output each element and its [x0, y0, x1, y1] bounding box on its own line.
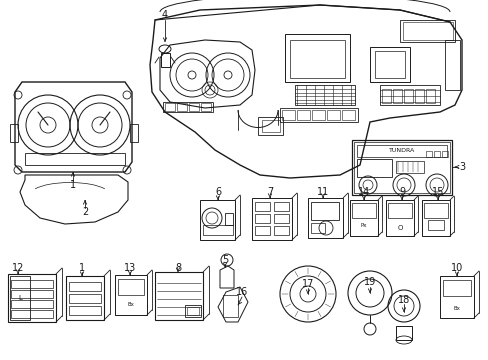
Text: 16: 16: [235, 287, 247, 297]
Bar: [433, 151, 439, 157]
Bar: [11, 290, 53, 298]
Text: 6: 6: [215, 187, 221, 197]
Bar: [189, 103, 199, 111]
Bar: [379, 85, 439, 105]
Text: 5: 5: [222, 255, 228, 265]
Text: 13: 13: [123, 263, 136, 273]
Bar: [201, 103, 210, 111]
Text: Bx: Bx: [127, 302, 134, 307]
Text: 4: 4: [162, 10, 168, 20]
Bar: [369, 47, 409, 82]
Bar: [273, 214, 288, 223]
Bar: [163, 102, 213, 112]
Bar: [341, 110, 354, 120]
Bar: [427, 220, 443, 230]
Bar: [356, 145, 446, 157]
Bar: [310, 223, 325, 233]
Text: 1: 1: [70, 180, 76, 190]
Bar: [273, 202, 288, 211]
Bar: [326, 110, 339, 120]
Bar: [311, 110, 325, 120]
Bar: [161, 53, 170, 67]
Bar: [186, 307, 199, 315]
Bar: [10, 276, 30, 320]
Bar: [203, 225, 232, 235]
Bar: [10, 124, 18, 142]
Text: 3: 3: [458, 162, 464, 172]
Text: 19: 19: [363, 277, 375, 287]
Bar: [395, 161, 423, 173]
Text: 2: 2: [81, 207, 88, 217]
Bar: [280, 108, 357, 122]
Bar: [294, 85, 354, 105]
Bar: [402, 22, 452, 40]
Bar: [296, 110, 309, 120]
Text: 8: 8: [175, 263, 181, 273]
Bar: [423, 203, 447, 218]
Text: 11: 11: [316, 187, 328, 197]
Bar: [224, 213, 232, 225]
Bar: [69, 306, 101, 315]
Bar: [282, 110, 294, 120]
Bar: [11, 310, 53, 318]
Bar: [118, 279, 143, 295]
Bar: [164, 103, 175, 111]
Bar: [184, 305, 201, 317]
Bar: [414, 89, 423, 103]
Bar: [395, 326, 411, 340]
Text: 12: 12: [12, 263, 24, 273]
Bar: [403, 89, 412, 103]
Text: Px: Px: [360, 224, 366, 229]
Text: 7: 7: [266, 187, 273, 197]
Bar: [258, 117, 283, 135]
Bar: [351, 140, 451, 195]
Bar: [425, 151, 431, 157]
Bar: [442, 280, 470, 296]
Bar: [69, 282, 101, 291]
Bar: [262, 120, 280, 132]
Text: 15: 15: [431, 187, 443, 197]
Bar: [11, 280, 53, 288]
Text: L: L: [18, 295, 22, 301]
Bar: [381, 89, 390, 103]
Bar: [285, 34, 349, 82]
Bar: [289, 40, 345, 78]
Bar: [273, 226, 288, 235]
Bar: [254, 202, 269, 211]
Text: 10: 10: [450, 263, 462, 273]
Bar: [254, 226, 269, 235]
Bar: [444, 40, 459, 90]
Bar: [374, 51, 404, 78]
Bar: [425, 89, 434, 103]
Bar: [25, 153, 125, 165]
Bar: [441, 151, 447, 157]
Bar: [177, 103, 186, 111]
Bar: [356, 159, 391, 177]
Text: 9: 9: [398, 187, 404, 197]
Bar: [387, 203, 411, 218]
Bar: [11, 300, 53, 308]
Text: 17: 17: [301, 279, 314, 289]
Text: O: O: [397, 225, 402, 231]
Bar: [223, 295, 238, 317]
Text: TUNDRA: TUNDRA: [388, 148, 414, 153]
Text: Bx: Bx: [453, 306, 460, 310]
Bar: [254, 214, 269, 223]
Bar: [69, 294, 101, 303]
Bar: [353, 142, 449, 193]
Text: 18: 18: [397, 295, 409, 305]
Bar: [351, 203, 375, 218]
Bar: [392, 89, 401, 103]
Bar: [399, 20, 454, 42]
Bar: [130, 124, 138, 142]
Text: 1: 1: [79, 263, 85, 273]
Text: 14: 14: [357, 187, 369, 197]
Bar: [310, 202, 338, 220]
